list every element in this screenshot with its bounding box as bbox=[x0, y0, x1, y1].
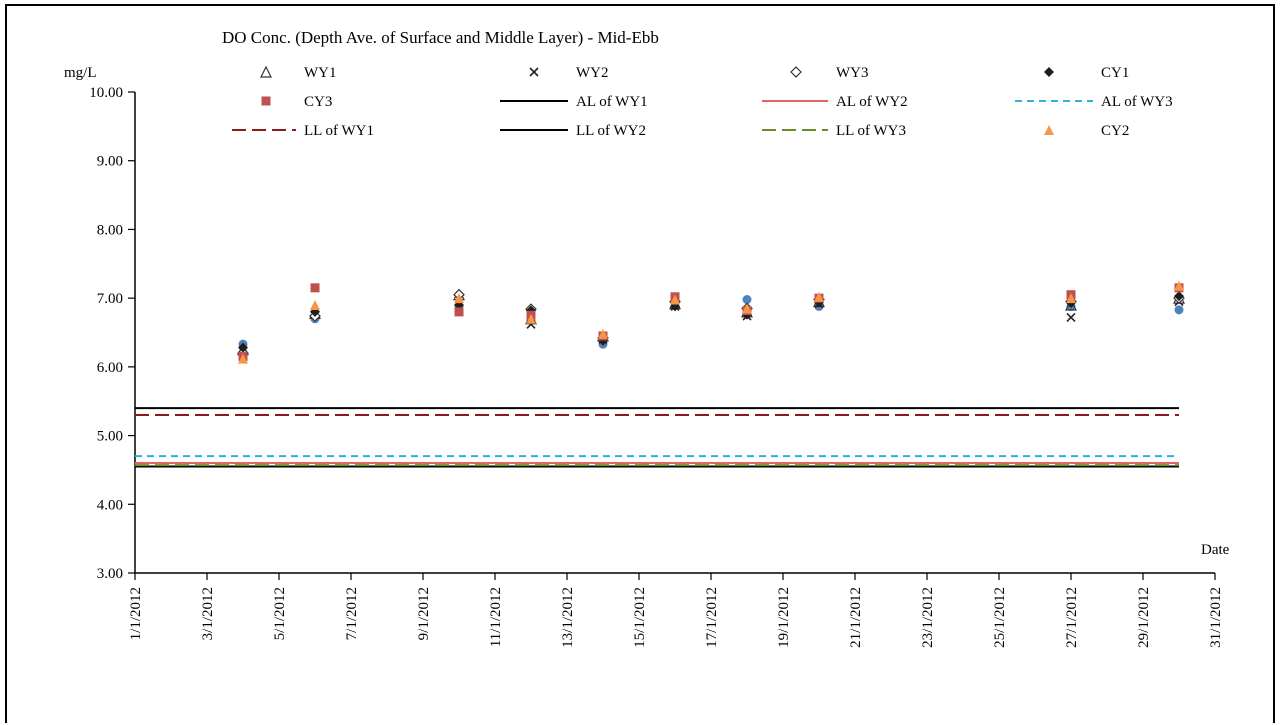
legend-marker bbox=[529, 67, 539, 77]
legend-label: AL of WY2 bbox=[836, 94, 908, 110]
x-tick-label: 1/1/2012 bbox=[128, 587, 144, 640]
x-tick-label: 11/1/2012 bbox=[488, 587, 504, 647]
data-point-cy2 bbox=[598, 328, 608, 339]
legend-marker bbox=[260, 65, 272, 78]
x-tick-label: 25/1/2012 bbox=[992, 587, 1008, 648]
x-tick-label: 23/1/2012 bbox=[920, 587, 936, 648]
legend-label: CY3 bbox=[304, 94, 332, 110]
legend-label: AL of WY3 bbox=[1101, 94, 1173, 110]
y-axis: 3.00 4.00 5.00 6.00 7.00 8.00 9.00 10.00 bbox=[89, 85, 136, 582]
data-point-cy2 bbox=[670, 294, 680, 305]
x-tick-label: 29/1/2012 bbox=[1136, 587, 1152, 648]
legend-label: LL of WY3 bbox=[836, 123, 906, 139]
legend-label: LL of WY2 bbox=[576, 123, 646, 139]
data-point-cy3 bbox=[454, 307, 464, 317]
legend: WY1 WY2 WY3 CY1 CY3 AL of WY1 AL of WY2 AL of W… bbox=[232, 65, 1173, 139]
x-tick-label: 27/1/2012 bbox=[1064, 587, 1080, 648]
data-point-cy2 bbox=[526, 313, 536, 324]
legend-label: WY2 bbox=[576, 65, 609, 81]
y-tick-label: 9.00 bbox=[97, 154, 123, 170]
x-tick-label: 21/1/2012 bbox=[848, 587, 864, 648]
legend-label: CY2 bbox=[1101, 123, 1129, 139]
y-tick-label: 8.00 bbox=[97, 222, 123, 238]
x-tick-label: 17/1/2012 bbox=[704, 587, 720, 648]
y-tick-label: 6.00 bbox=[97, 360, 123, 376]
x-tick-label: 3/1/2012 bbox=[200, 587, 216, 640]
y-tick-label: 4.00 bbox=[97, 497, 123, 513]
y-tick-label: 5.00 bbox=[97, 429, 123, 445]
data-point-blue bbox=[742, 295, 752, 305]
chart-title: DO Conc. (Depth Ave. of Surface and Midd… bbox=[222, 28, 659, 47]
data-point-wy2 bbox=[1066, 312, 1076, 322]
x-tick-label: 13/1/2012 bbox=[560, 587, 576, 648]
data-point-cy2 bbox=[454, 293, 464, 304]
x-tick-label: 5/1/2012 bbox=[272, 587, 288, 640]
legend-label: AL of WY1 bbox=[576, 94, 648, 110]
chart-frame bbox=[5, 4, 1275, 723]
data-point-cy2 bbox=[238, 353, 248, 364]
y-axis-label: mg/L bbox=[64, 65, 97, 81]
y-tick-label: 7.00 bbox=[97, 291, 123, 307]
legend-label: LL of WY1 bbox=[304, 123, 374, 139]
data-point-cy1 bbox=[238, 342, 248, 353]
data-point-cy1 bbox=[1174, 291, 1184, 302]
legend-marker bbox=[1044, 125, 1054, 135]
data-point-cy2 bbox=[310, 300, 320, 311]
legend-label: WY3 bbox=[836, 65, 869, 81]
x-axis-label: Date bbox=[1201, 542, 1230, 558]
legend-marker bbox=[261, 96, 271, 106]
legend-marker bbox=[1044, 67, 1054, 77]
data-point-cy2 bbox=[1066, 293, 1076, 304]
x-tick-label: 19/1/2012 bbox=[776, 587, 792, 648]
data-point-cy2 bbox=[1174, 280, 1184, 291]
x-axis: 1/1/2012 3/1/2012 5/1/2012 7/1/2012 9/1/2012… bbox=[128, 572, 1224, 648]
data-point-cy2 bbox=[814, 291, 824, 302]
data-point-blue bbox=[1174, 305, 1184, 315]
data-point-cy3 bbox=[310, 283, 320, 293]
legend-marker bbox=[790, 66, 802, 78]
x-tick-label: 9/1/2012 bbox=[416, 587, 432, 640]
legend-label: WY1 bbox=[304, 65, 337, 81]
data-points bbox=[237, 280, 1185, 364]
legend-label: CY1 bbox=[1101, 65, 1129, 81]
y-tick-label: 3.00 bbox=[97, 566, 123, 582]
x-tick-label: 7/1/2012 bbox=[344, 587, 360, 640]
data-point-cy2 bbox=[742, 303, 752, 314]
reference-lines bbox=[135, 407, 1179, 468]
x-tick-label: 15/1/2012 bbox=[632, 587, 648, 648]
x-tick-label: 31/1/2012 bbox=[1208, 587, 1224, 648]
y-tick-label: 10.00 bbox=[89, 85, 123, 101]
